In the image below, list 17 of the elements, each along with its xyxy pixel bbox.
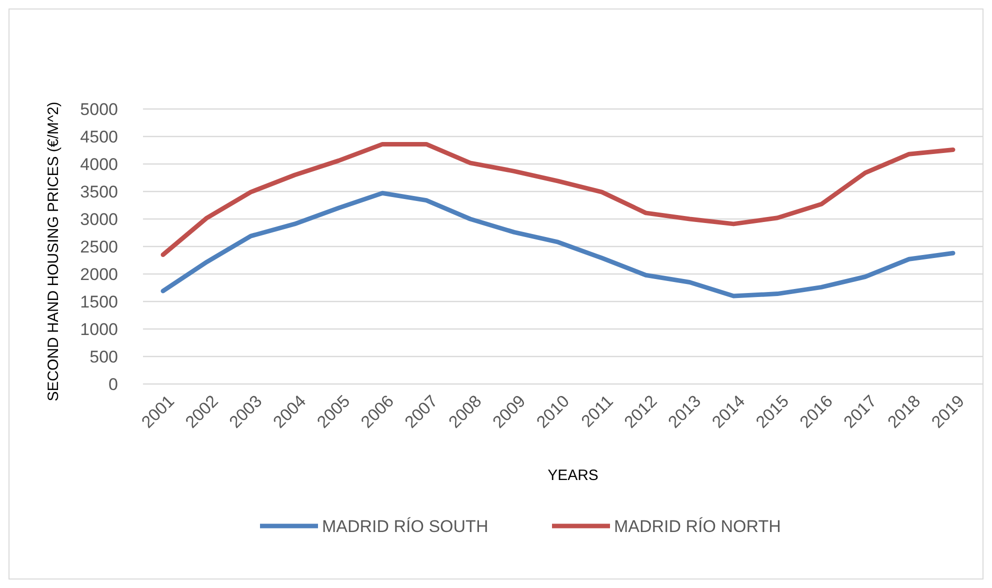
legend-label: MADRID RÍO NORTH — [614, 516, 781, 536]
y-axis-title: SECOND HAND HOUSING PRICES (€/M^2) — [45, 102, 62, 402]
y-tick-label: 1500 — [80, 292, 118, 312]
y-tick-label: 4500 — [80, 127, 118, 146]
y-tick-label: 3500 — [80, 182, 118, 202]
legend-label: MADRID RÍO SOUTH — [322, 516, 488, 536]
y-tick-label: 1000 — [80, 320, 118, 339]
line-series — [160, 190, 956, 298]
line-series — [160, 142, 956, 257]
y-tick-label: 2500 — [80, 237, 118, 256]
y-tick-label: 0 — [108, 374, 118, 394]
y-tick-label: 500 — [90, 347, 118, 366]
y-tick-label: 3000 — [80, 210, 118, 229]
y-tick-label: 2000 — [80, 264, 118, 284]
x-axis-title: YEARS — [548, 467, 598, 484]
y-tick-label: 4000 — [80, 154, 118, 174]
y-tick-label: 5000 — [80, 100, 118, 119]
